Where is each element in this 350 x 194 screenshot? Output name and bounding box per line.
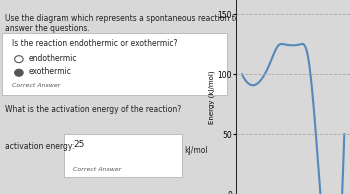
Text: What is the activation energy of the reaction?: What is the activation energy of the rea… [5,105,181,114]
Text: Use the diagram which represents a spontaneous reaction to
answer the questions.: Use the diagram which represents a spont… [5,14,239,33]
Circle shape [15,69,23,76]
Text: 25: 25 [73,140,85,149]
Text: Correct Answer: Correct Answer [73,167,121,172]
Text: endothermic: endothermic [28,54,77,63]
Y-axis label: Energy (kJ/mol): Energy (kJ/mol) [208,70,215,124]
Text: Correct Answer: Correct Answer [12,83,60,88]
FancyBboxPatch shape [64,134,182,177]
Text: exothermic: exothermic [28,67,71,76]
Text: activation energy:: activation energy: [5,142,74,151]
Text: kJ/mol: kJ/mol [184,146,208,155]
Text: Is the reaction endothermic or exothermic?: Is the reaction endothermic or exothermi… [12,39,177,48]
FancyBboxPatch shape [2,33,227,95]
